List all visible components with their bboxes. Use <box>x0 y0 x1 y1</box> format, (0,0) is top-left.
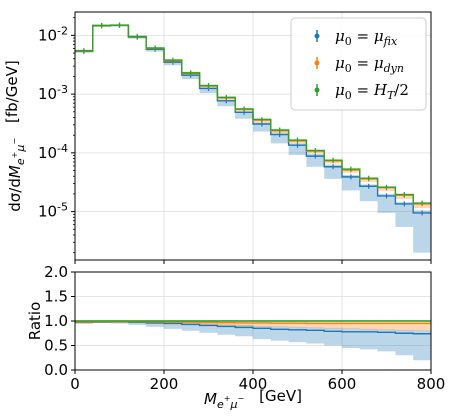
axis-label-subscript: μ <box>14 145 27 153</box>
axis-label-superscript: + <box>224 394 231 403</box>
top-y-axis-label: dσ/dMe+μ− [fb/GeV] <box>3 60 27 211</box>
top-y-tick-label: 10-2 <box>38 24 68 44</box>
legend-marker-dot-mu-dyn <box>314 60 320 66</box>
legend-rhs-tail: /2 <box>394 81 409 99</box>
legend-lhs: μ <box>335 81 345 99</box>
ratio-lines <box>75 320 431 335</box>
legend-lhs-subscript: 0 <box>345 35 352 48</box>
top-y-tick-mantissa: 10 <box>38 203 57 221</box>
top-y-tick-mantissa: 10 <box>38 85 57 103</box>
legend-label-mu-dyn: μ0 = μdyn <box>335 54 404 75</box>
ratio-line-mu-fix <box>75 321 431 335</box>
axis-label-subscript: μ <box>229 398 237 411</box>
ratio-y-ticks: 0.0 0.5 1.0 1.5 2.0 <box>44 263 75 379</box>
ratio-y-tick-label: 2.0 <box>44 263 68 281</box>
axis-label-superscript: − <box>10 138 19 145</box>
axis-label-superscript: + <box>10 152 19 159</box>
legend-equals: = <box>352 81 374 99</box>
axis-label-superscript: − <box>237 394 244 403</box>
legend-lhs: μ <box>335 27 345 45</box>
ratio-y-tick-label: 0.5 <box>44 337 68 355</box>
legend-lhs-subscript: 0 <box>345 62 352 75</box>
top-y-ticks: 10-210-310-410-5 <box>38 17 75 254</box>
legend-rhs-subscript: T <box>387 89 396 102</box>
ratio-y-tick-label: 0.0 <box>44 361 68 379</box>
top-panel: 10-210-310-410-5 dσ/dMe+μ− [fb/GeV] μ0 =… <box>3 11 432 264</box>
ratio-panel: 0.0 0.5 1.0 1.5 2.0 0 200 400 600 800 Ratio Me+μ… <box>26 263 445 411</box>
legend-marker-dot-ht-half <box>314 87 320 93</box>
top-y-tick-mantissa: 10 <box>38 26 57 44</box>
legend-lhs-subscript: 0 <box>345 89 352 102</box>
ratio-x-ticks: 0 200 400 600 800 <box>70 370 445 393</box>
x-tick-label: 200 <box>150 375 179 393</box>
axis-label-unit: [fb/GeV] <box>3 60 21 138</box>
top-y-tick-label: 10-3 <box>38 83 68 103</box>
top-y-tick-exponent: -3 <box>57 83 68 96</box>
axis-label-symbol: M <box>204 390 217 408</box>
axis-label-prefix: dσ/d <box>6 178 24 212</box>
legend-label-ht-half: μ0 = HT/2 <box>335 81 409 102</box>
axis-label-subscript: e <box>14 158 27 165</box>
x-tick-label: 800 <box>417 375 446 393</box>
legend-equals: = <box>352 27 374 45</box>
legend-lhs: μ <box>335 54 345 72</box>
legend-equals: = <box>352 54 374 72</box>
legend-rhs: H <box>373 81 388 99</box>
axis-label-subscript: e <box>217 398 224 411</box>
top-y-tick-exponent: -5 <box>57 201 68 214</box>
legend-box <box>290 17 427 111</box>
top-y-tick-label: 10-4 <box>38 142 68 162</box>
top-x-ticks <box>74 260 432 264</box>
ratio-y-tick-label: 1.5 <box>44 288 68 306</box>
top-y-tick-label: 10-5 <box>38 201 68 221</box>
top-y-tick-mantissa: 10 <box>38 144 57 162</box>
ratio-y-tick-label: 1.0 <box>44 312 68 330</box>
ratio-y-axis-label: Ratio <box>26 302 44 341</box>
axis-label-unit: [GeV] <box>244 387 302 405</box>
legend-rhs-subscript: dyn <box>384 62 404 75</box>
legend-marker-dot-mu-fix <box>314 33 320 39</box>
x-tick-label: 400 <box>239 375 268 393</box>
x-tick-label: 0 <box>70 375 80 393</box>
legend-rhs-subscript: fix <box>383 35 398 48</box>
x-tick-label: 600 <box>328 375 357 393</box>
axis-label-symbol: M <box>6 165 24 178</box>
legend-label-mu-fix: μ0 = μfix <box>335 27 398 48</box>
x-axis-label: Me+μ− [GeV] <box>204 387 302 411</box>
legend-rhs: μ <box>374 27 384 45</box>
top-y-tick-exponent: -4 <box>57 142 68 155</box>
legend-rhs: μ <box>374 54 384 72</box>
top-errbars <box>83 22 423 216</box>
top-y-tick-exponent: -2 <box>57 24 68 37</box>
